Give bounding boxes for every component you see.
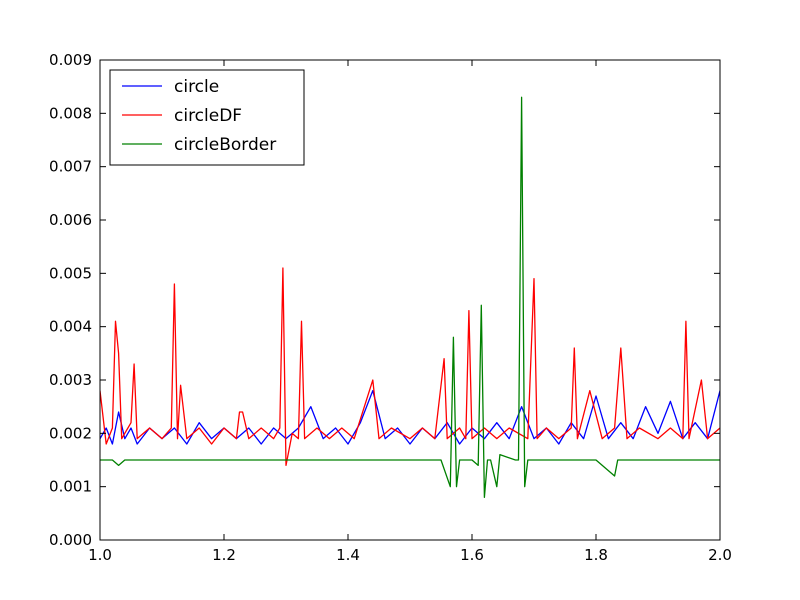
y-tick-label: 0.004 <box>49 318 92 336</box>
y-tick-label: 0.005 <box>49 264 92 282</box>
y-tick-label: 0.000 <box>49 531 92 549</box>
y-tick-label: 0.007 <box>49 158 92 176</box>
y-axis: 0.000 0.001 0.002 0.003 0.004 0.005 0.006 0.007… <box>49 51 720 549</box>
y-tick-label: 0.002 <box>49 424 92 442</box>
x-tick-label: 1.2 <box>212 546 236 564</box>
x-tick-label: 1.8 <box>584 546 608 564</box>
plot-series-group <box>100 96 720 498</box>
series-line-circleDF <box>100 267 720 466</box>
legend-item: circle <box>122 77 219 97</box>
x-tick-label: 1.6 <box>460 546 484 564</box>
x-axis: 1.0 1.2 1.4 1.6 1.8 2.0 <box>88 60 732 564</box>
legend: circle circleDF circleBorder <box>109 69 305 166</box>
x-tick-label: 1.4 <box>336 546 360 564</box>
legend-item: circleDF <box>122 106 242 126</box>
y-tick-label: 0.003 <box>49 371 92 389</box>
y-tick-label: 0.006 <box>49 211 92 229</box>
legend-label: circleDF <box>174 106 242 126</box>
y-tick-label: 0.001 <box>49 478 92 496</box>
legend-label: circle <box>174 77 219 97</box>
series-line-circle <box>100 390 720 445</box>
plot-frame <box>99 59 721 541</box>
y-tick-label: 0.008 <box>49 104 92 122</box>
x-tick-label: 2.0 <box>708 546 732 564</box>
legend-item: circleBorder <box>122 135 276 155</box>
x-tick-label: 1.0 <box>88 546 112 564</box>
y-tick-label: 0.009 <box>49 51 92 69</box>
legend-label: circleBorder <box>174 135 276 155</box>
series-line-circleBorder <box>100 96 720 498</box>
